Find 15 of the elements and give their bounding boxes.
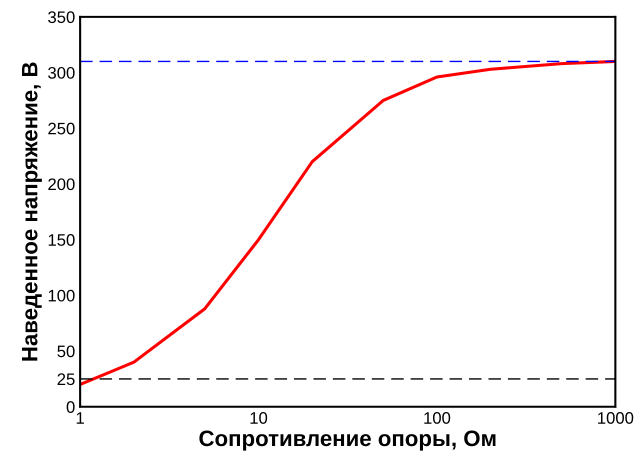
y-tick-label: 300 bbox=[48, 66, 75, 79]
y-tick-label: 350 bbox=[48, 11, 75, 24]
x-axis-title: Сопротивление опоры, Ом bbox=[199, 430, 496, 451]
x-tick-label: 1 bbox=[76, 412, 84, 424]
x-tick-label: 1000 bbox=[598, 412, 634, 424]
y-axis-title: Наведенное напряжение, В bbox=[22, 62, 42, 361]
x-tick-label: 100 bbox=[424, 412, 450, 424]
y-tick-label: 100 bbox=[48, 290, 75, 302]
x-tick-label: 10 bbox=[250, 412, 268, 424]
y-tick-label: 150 bbox=[48, 234, 75, 246]
y-tick-label: 200 bbox=[48, 178, 75, 190]
y-tick-label: 25 bbox=[58, 373, 75, 386]
y-tick-label: 50 bbox=[57, 345, 75, 358]
y-tick-label: 250 bbox=[48, 122, 75, 134]
y-tick-label: 0 bbox=[66, 401, 75, 413]
